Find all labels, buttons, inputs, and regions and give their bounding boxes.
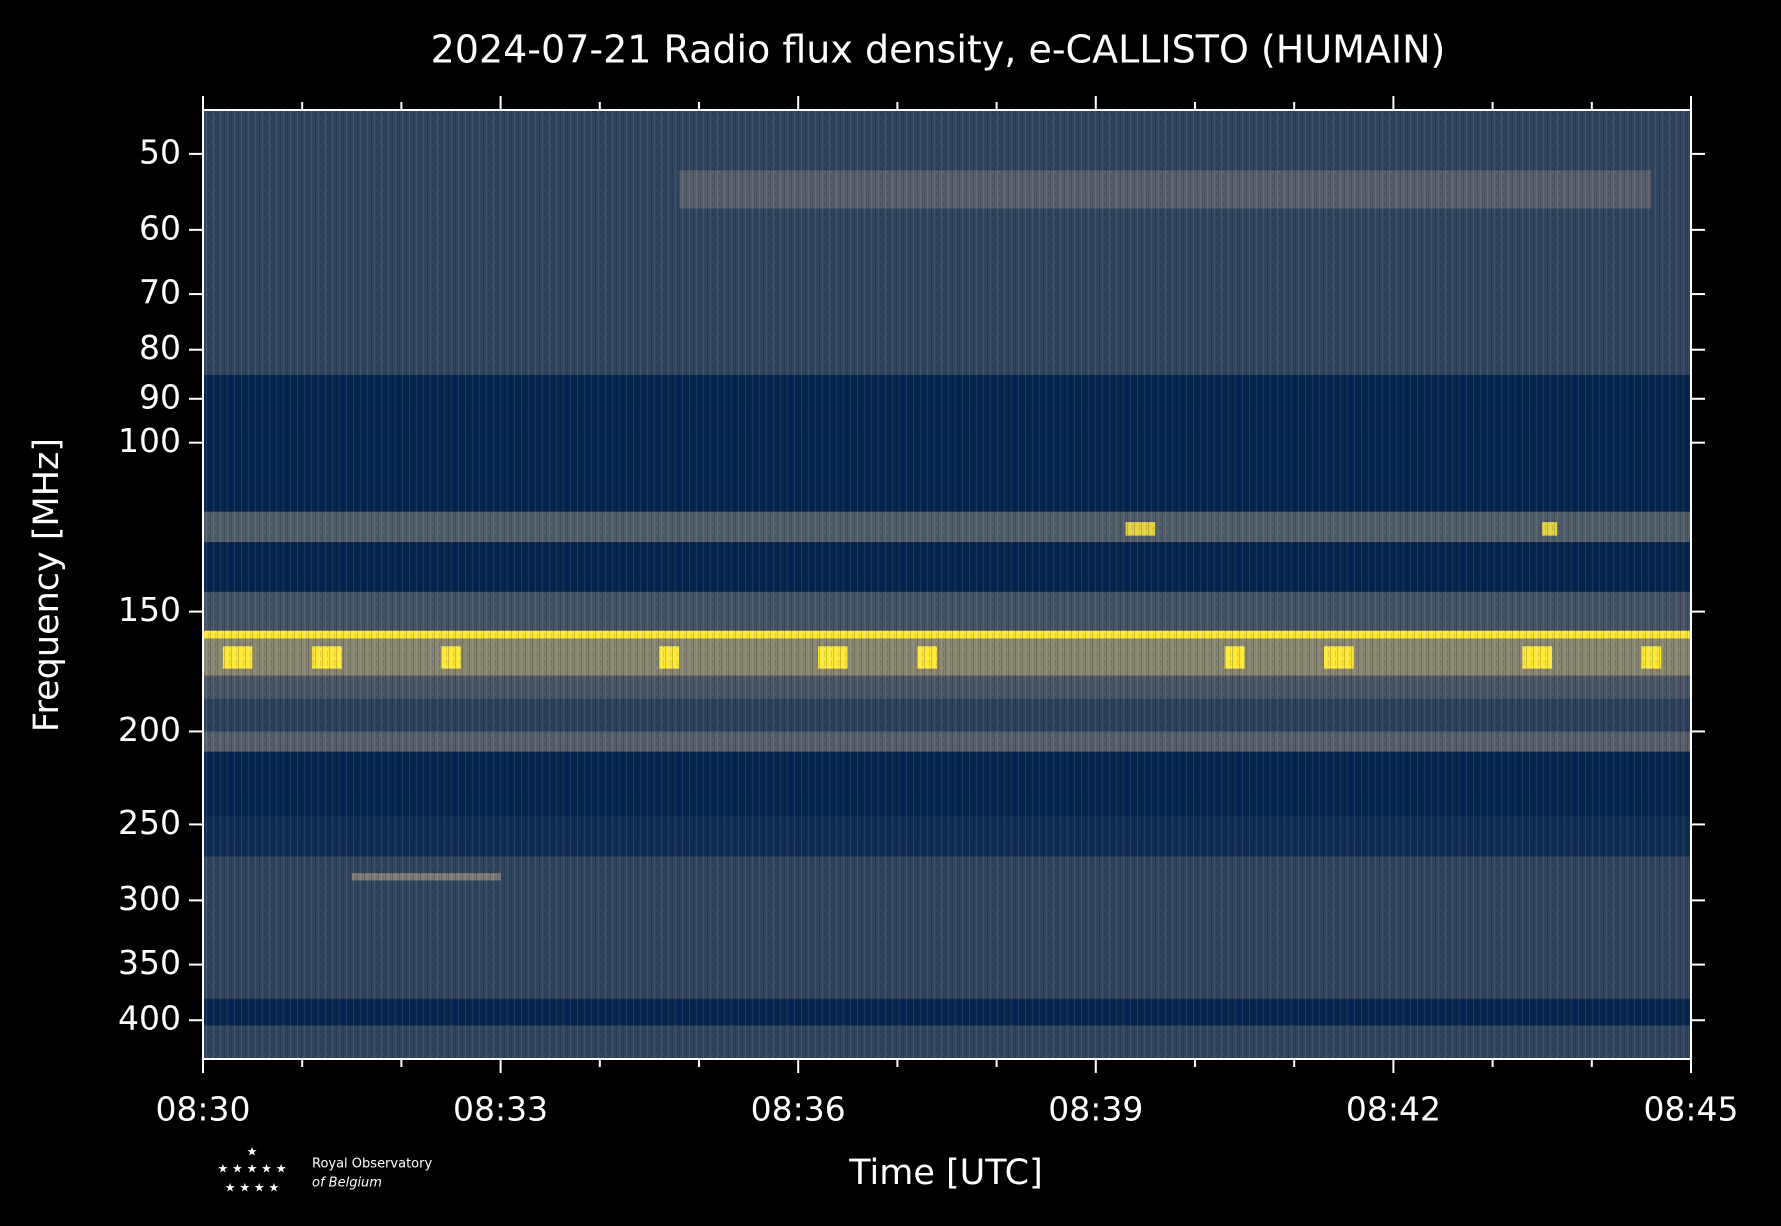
x-tick-label: 08:39: [1048, 1090, 1143, 1129]
logo-text: Royal Observatory: [312, 1157, 432, 1172]
texture: [203, 110, 1691, 1059]
x-tick-label: 08:33: [453, 1090, 548, 1129]
svg-text:★ ★ ★ ★ ★: ★ ★ ★ ★ ★: [217, 1162, 286, 1176]
x-tick-label: 08:45: [1643, 1090, 1738, 1129]
y-tick-label: 350: [118, 943, 181, 982]
svg-text:★ ★ ★ ★: ★ ★ ★ ★: [225, 1181, 279, 1195]
x-tick-label: 08:36: [751, 1090, 846, 1129]
y-tick-label: 70: [139, 273, 181, 312]
x-tick-label: 08:42: [1346, 1090, 1441, 1129]
plot-frame: [202, 109, 1692, 1060]
chart-title: 2024-07-21 Radio flux density, e-CALLIST…: [431, 28, 1446, 72]
y-tick-label: 60: [139, 208, 181, 247]
svg-text:★: ★: [247, 1145, 258, 1159]
y-tick-label: 250: [118, 803, 181, 842]
y-axis-label: Frequency [MHz]: [27, 438, 67, 732]
logo-text: of Belgium: [312, 1176, 382, 1191]
y-tick-label: 50: [139, 132, 181, 171]
x-tick-label: 08:30: [155, 1090, 250, 1129]
y-tick-label: 80: [139, 328, 181, 367]
x-axis-label: Time [UTC]: [848, 1153, 1042, 1193]
y-tick-label: 150: [118, 590, 181, 629]
logo-stars: ★ ★ ★ ★ ★ ★ ★ ★ ★ ★: [217, 1145, 286, 1195]
y-tick-label: 100: [118, 421, 181, 460]
y-tick-label: 300: [118, 879, 181, 918]
y-tick-label: 400: [118, 999, 181, 1038]
y-tick-label: 200: [118, 710, 181, 749]
y-tick-label: 90: [139, 377, 181, 416]
